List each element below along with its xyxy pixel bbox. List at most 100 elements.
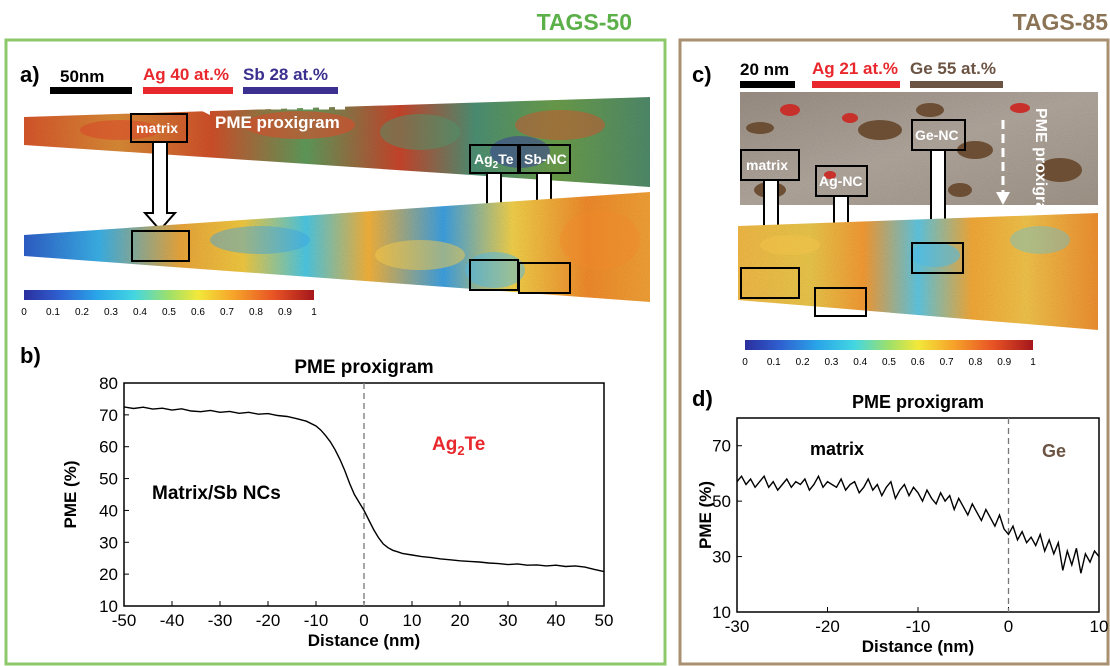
proxigram-arrow-a-label: PME proxigram xyxy=(215,113,340,132)
colorbar-tick-label: 0.1 xyxy=(767,357,781,368)
scale-bar-a xyxy=(50,87,132,94)
colorbar-tick-label: 1 xyxy=(311,307,317,318)
x-tick-label: -50 xyxy=(112,611,137,630)
annotation-ge: Ge xyxy=(1042,441,1066,461)
x-tick-label: -40 xyxy=(160,611,185,630)
y-tick-label: 70 xyxy=(99,406,118,425)
scale-bar-c xyxy=(740,81,795,88)
x-tick-label: -10 xyxy=(906,617,931,636)
colorbar-tick-label: 0.4 xyxy=(133,307,147,318)
panel-c-label: c) xyxy=(692,62,712,87)
annotation-matrix-sb: Matrix/Sb NCs xyxy=(152,483,281,504)
colorbar-c xyxy=(745,340,1033,350)
colorbar-tick-label: 0.4 xyxy=(853,357,867,368)
left-panel-title: TAGS-50 xyxy=(537,9,632,35)
scale-bar-a-label: 50nm xyxy=(60,67,104,86)
colorbar-tick-label: 0.2 xyxy=(796,357,810,368)
colorbar-tick-label: 0 xyxy=(742,357,748,368)
atom-map-c-top xyxy=(740,92,1098,205)
y-tick-label: 60 xyxy=(99,438,118,457)
x-tick-label: 30 xyxy=(499,611,518,630)
y-tick-label: 40 xyxy=(99,501,118,520)
annotation-ag2te: Ag2Te xyxy=(432,434,485,458)
colorbar-tick-label: 1 xyxy=(1030,357,1036,368)
y-tick-label: 20 xyxy=(99,565,118,584)
colorbar-tick-label: 0.9 xyxy=(278,307,292,318)
chart-b: PME proxigram -50 -40 -30 -20 -10 0 10 20 30 40 50 1… xyxy=(61,357,613,650)
y-tick-label: 30 xyxy=(99,533,118,552)
right-panel-frame xyxy=(678,38,1110,666)
box-agnc-c-label: Ag-NC xyxy=(819,173,863,189)
x-tick-label: -20 xyxy=(256,611,281,630)
x-tick-label: -10 xyxy=(304,611,329,630)
box-matrix-a-label: matrix xyxy=(136,120,178,136)
box-genc-c-bottom xyxy=(911,242,964,274)
legend-sb-bar-a xyxy=(243,87,338,94)
colorbar-tick-label: 0.9 xyxy=(997,357,1011,368)
colorbar-tick-label: 0.5 xyxy=(882,357,896,368)
colorbar-tick-label: 0.5 xyxy=(162,307,176,318)
legend-sb-label-a: Sb 28 at.% xyxy=(243,65,328,84)
legend-ag-label-a: Ag 40 at.% xyxy=(143,65,229,84)
colorbar-tick-label: 0.6 xyxy=(911,357,925,368)
legend-ge-label-c: Ge 55 at.% xyxy=(910,59,996,78)
series-line xyxy=(123,406,605,573)
colorbar-tick-label: 0.7 xyxy=(940,357,954,368)
box-agnc-c-bottom xyxy=(814,287,867,317)
y-tick-label: 50 xyxy=(712,492,731,511)
x-tick-label: -30 xyxy=(208,611,233,630)
panel-b-label: b) xyxy=(20,343,41,368)
x-tick-label: 40 xyxy=(547,611,566,630)
colorbar-tick-label: 0.1 xyxy=(46,307,60,318)
box-sbnc-a-bottom xyxy=(518,262,571,294)
colorbar-tick-label: 0.2 xyxy=(75,307,89,318)
chart-d: PME proxigram -30 -20 -10 0 10 10 30 50 70 Distanc… xyxy=(696,392,1108,656)
proxigram-arrowhead-a xyxy=(196,101,210,115)
box-genc-c-label: Ge-NC xyxy=(915,127,959,143)
left-panel-frame xyxy=(4,38,667,666)
atom-map-a-bottom xyxy=(24,192,650,302)
colorbar-tick-label: 0.8 xyxy=(968,357,982,368)
x-tick-label: 0 xyxy=(359,611,368,630)
box-sbnc-a-label: Sb-NC xyxy=(524,151,567,167)
colorbar-a xyxy=(24,290,314,300)
series-line xyxy=(736,474,1100,574)
proxigram-arrow-c-label: PME proxigram xyxy=(1032,108,1049,225)
x-tick-label: 10 xyxy=(1090,617,1109,636)
panel-a-label: a) xyxy=(20,62,40,87)
box-matrix-c-label: matrix xyxy=(746,157,788,173)
colorbar-a-ticks: 0 0.1 0.2 0.3 0.4 0.5 0.6 0.7 0.8 0.9 1 xyxy=(21,307,317,318)
y-axis-label: PME (%) xyxy=(696,481,715,549)
atom-map-c-bottom xyxy=(738,213,1098,330)
x-tick-label: 0 xyxy=(1004,617,1013,636)
colorbar-tick-label: 0 xyxy=(21,307,27,318)
y-axis-label: PME (%) xyxy=(61,461,80,529)
x-tick-label: 20 xyxy=(451,611,470,630)
colorbar-tick-label: 0.3 xyxy=(824,357,838,368)
x-axis-label: Distance (nm) xyxy=(308,631,420,650)
annotation-matrix: matrix xyxy=(810,439,864,459)
box-ag2te-a-label: Ag2Te xyxy=(474,151,514,171)
y-tick-label: 50 xyxy=(99,470,118,489)
x-tick-label: -20 xyxy=(815,617,840,636)
atom-map-a-top xyxy=(24,97,650,187)
chart-title: PME proxigram xyxy=(294,357,433,378)
legend-ag-bar-a xyxy=(143,87,233,94)
y-tick-label: 10 xyxy=(712,603,731,622)
colorbar-tick-label: 0.3 xyxy=(104,307,118,318)
proxigram-arrowhead-c xyxy=(996,192,1010,205)
chart-title: PME proxigram xyxy=(852,392,984,412)
y-tick-label: 30 xyxy=(712,548,731,567)
y-tick-label: 70 xyxy=(712,437,731,456)
x-tick-label: -30 xyxy=(725,617,750,636)
x-tick-label: 50 xyxy=(595,611,614,630)
x-tick-label: 10 xyxy=(403,611,422,630)
panel-d-label: d) xyxy=(692,386,713,411)
colorbar-c-ticks: 0 0.1 0.2 0.3 0.4 0.5 0.6 0.7 0.8 0.9 1 xyxy=(742,357,1036,368)
legend-ge-bar-c xyxy=(910,81,1003,88)
scale-bar-c-label: 20 nm xyxy=(740,60,789,79)
right-panel-title: TAGS-85 xyxy=(1013,9,1109,35)
x-axis-label: Distance (nm) xyxy=(862,637,974,656)
y-tick-label: 80 xyxy=(99,374,118,393)
